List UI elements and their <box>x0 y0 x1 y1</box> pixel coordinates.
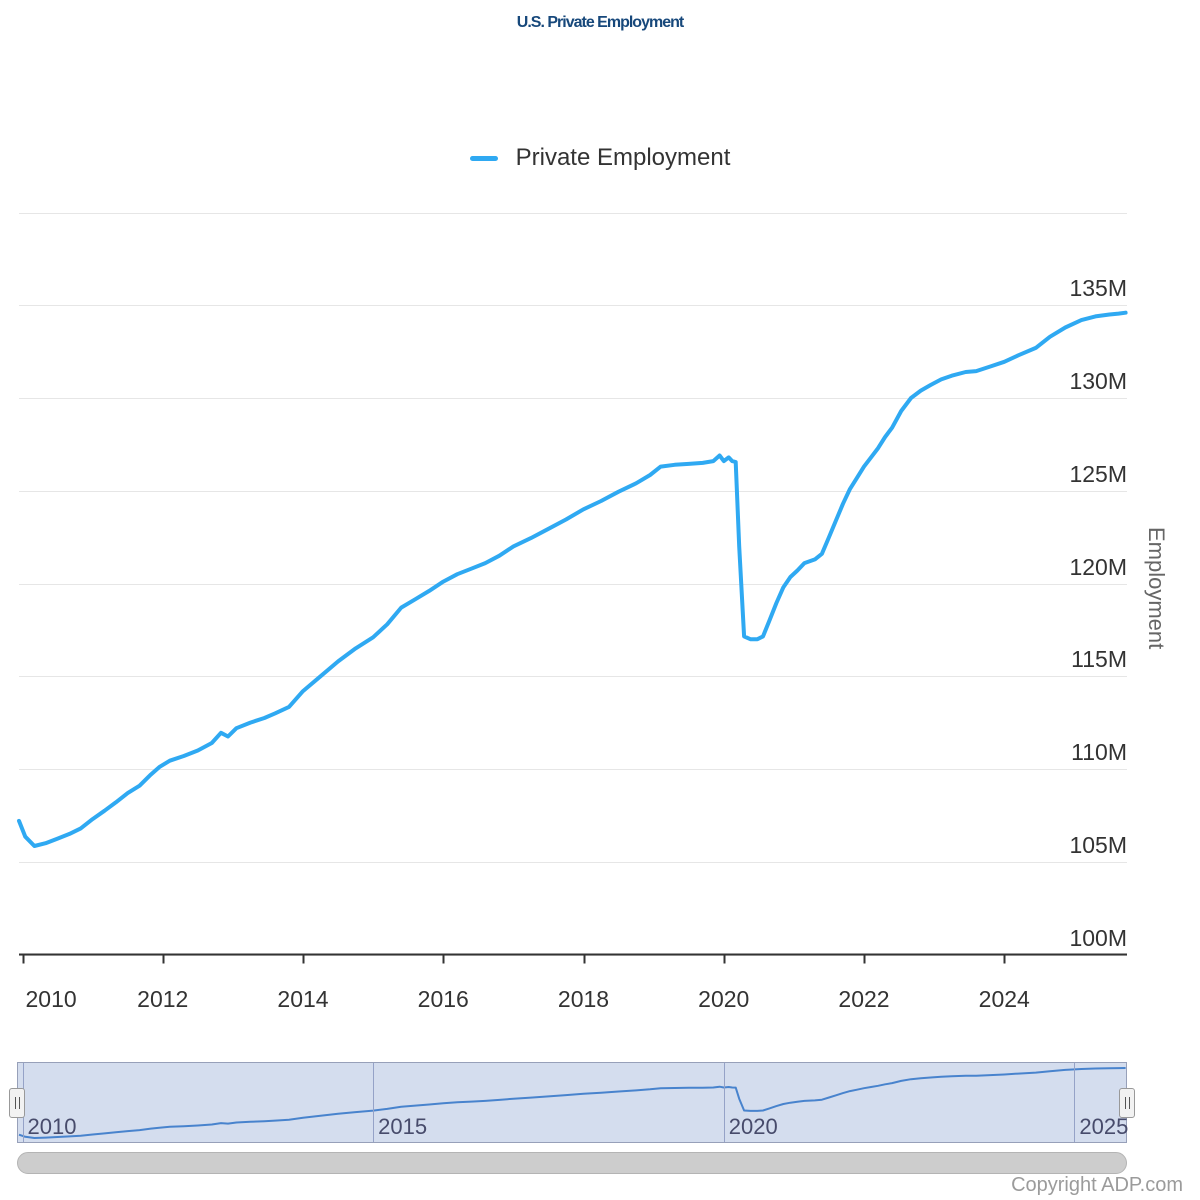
x-axis-label: 2018 <box>557 986 610 1012</box>
navigator-axis-label: 2015 <box>378 1114 428 1139</box>
y-axis-label: 135M <box>1069 275 1127 302</box>
x-axis-label: 2024 <box>978 986 1030 1012</box>
navigator-left-handle[interactable] <box>9 1087 25 1118</box>
navigator-mask[interactable] <box>17 1062 1127 1143</box>
y-axis-label: 105M <box>1069 831 1127 858</box>
x-axis-label: 2020 <box>698 986 750 1012</box>
y-axis-label: 130M <box>1069 368 1127 394</box>
legend-item[interactable]: Private Employment <box>0 144 1200 172</box>
y-axis-label: 125M <box>1069 460 1127 487</box>
scrollbar[interactable] <box>17 1152 1127 1174</box>
x-axis-label: 2010 <box>25 986 77 1012</box>
y-axis-label: 110M <box>1071 739 1127 765</box>
y-axis-label: 100M <box>1069 924 1127 951</box>
legend-line-icon <box>469 155 498 161</box>
x-axis-label: 2022 <box>838 986 890 1012</box>
copyright-credit: Copyright ADP.com <box>1011 1174 1183 1196</box>
navigator-series-line <box>18 1067 1126 1139</box>
navigator-axis-label: 2025 <box>1079 1114 1129 1139</box>
x-axis-label: 2014 <box>277 986 329 1012</box>
navigator-axis-label: 2020 <box>728 1114 778 1139</box>
y-axis-label: 115M <box>1071 646 1127 673</box>
legend-label: Private Employment <box>515 144 731 171</box>
x-axis-label: 2016 <box>417 986 469 1012</box>
series-line[interactable] <box>17 310 1128 848</box>
x-axis-label: 2012 <box>137 986 189 1012</box>
y-axis-label: 120M <box>1069 553 1127 580</box>
chart-title: U.S. Private Employment <box>516 14 684 31</box>
navigator-right-handle[interactable] <box>1119 1087 1135 1118</box>
y-axis-title: Employment <box>1144 526 1169 649</box>
navigator-axis-label: 2010 <box>27 1114 77 1139</box>
